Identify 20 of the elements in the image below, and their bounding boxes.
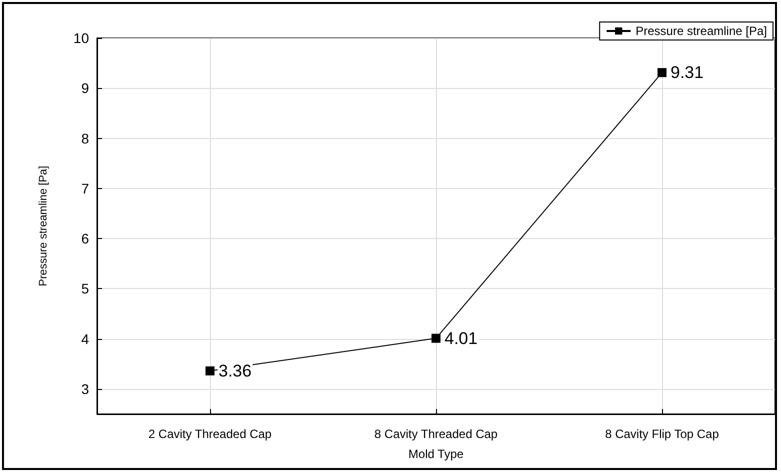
- point: [206, 366, 214, 376]
- legend-label: Pressure streamline [Pa]: [636, 24, 768, 38]
- y-tick-label: 6: [81, 230, 90, 247]
- y-tick-label: 7: [81, 180, 90, 196]
- y-tick-label: 10: [73, 30, 90, 46]
- x-tick-label: 8 Cavity Flip Top Cap: [605, 427, 720, 441]
- data-label: 3.36: [218, 361, 252, 380]
- point: [432, 334, 440, 343]
- y-tick-label: 3: [81, 380, 90, 397]
- y-tick-label: 4: [81, 330, 90, 347]
- x-tick-label: 8 Cavity Threaded Cap: [374, 427, 498, 441]
- x-axis-title: Mold Type: [408, 447, 464, 461]
- data-label: 9.31: [670, 63, 704, 82]
- y-tick-label: 8: [81, 130, 90, 146]
- y-tick-label: 9: [81, 80, 90, 96]
- x-tick-label: 2 Cavity Threaded Cap: [148, 427, 272, 441]
- y-tick-label: 5: [81, 280, 90, 297]
- y-axis-title: Pressure streamline [Pa]: [38, 166, 50, 286]
- data-label: 4.01: [444, 328, 478, 348]
- point: [658, 68, 666, 78]
